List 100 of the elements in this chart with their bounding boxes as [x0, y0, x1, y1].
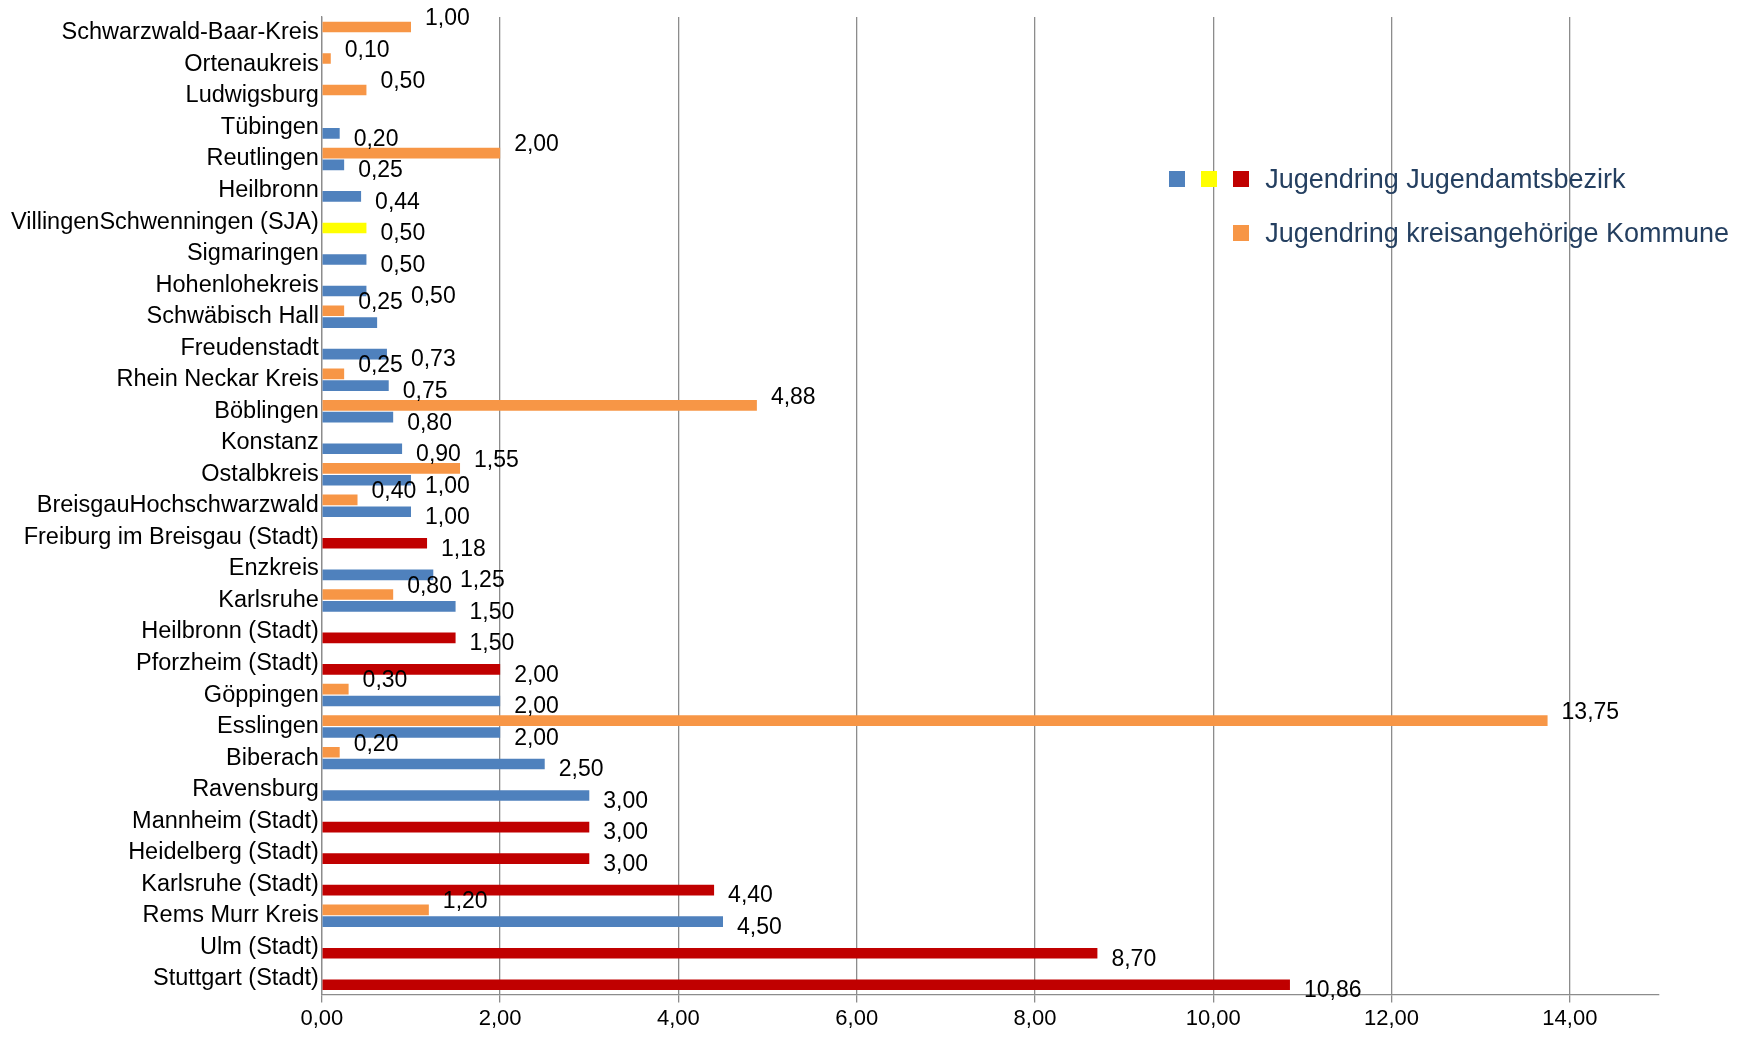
data-label: 0,80	[407, 408, 452, 435]
data-label: 0,20	[353, 729, 399, 756]
bar	[322, 632, 456, 644]
bar	[322, 84, 367, 96]
bar	[322, 601, 456, 612]
bar	[322, 53, 331, 64]
data-label: 2,00	[514, 660, 559, 687]
bar	[322, 683, 349, 695]
bar	[322, 821, 590, 833]
data-label: 1,20	[442, 887, 488, 914]
legend-label: Jugendring kreisangehörige Kommune	[1265, 217, 1729, 249]
bar	[322, 790, 590, 801]
bar	[322, 147, 501, 159]
y-tick-label: Stuttgart (Stadt)	[152, 964, 319, 991]
x-tick-label: 6,00	[835, 1004, 879, 1030]
bar	[322, 463, 461, 474]
data-label: 3,00	[603, 818, 649, 845]
y-tick-label: Rhein Neckar Kreis	[116, 365, 319, 392]
data-label: 0,40	[371, 477, 417, 504]
y-tick-label: Enzkreis	[228, 554, 319, 581]
bar	[322, 916, 724, 927]
y-tick-label: VillingenSchwenningen (SJA)	[10, 207, 319, 234]
y-tick-label: Ortenaukreis	[184, 49, 319, 76]
data-label: 1,00	[425, 503, 470, 530]
data-label: 1,18	[441, 534, 486, 561]
data-label: 13,75	[1561, 698, 1620, 725]
data-label: 0,25	[358, 288, 403, 315]
data-label: 1,55	[474, 445, 519, 472]
data-label: 4,88	[770, 382, 816, 409]
data-label: 0,25	[358, 351, 403, 378]
bar	[322, 128, 340, 139]
y-tick-label: Ravensburg	[192, 775, 319, 802]
y-tick-label: Heidelberg (Stadt)	[128, 838, 319, 865]
bar	[322, 191, 362, 202]
bar	[322, 715, 1548, 726]
data-label: 2,00	[514, 723, 559, 750]
x-tick-label: 4,00	[657, 1004, 700, 1030]
bar	[322, 494, 358, 506]
data-label: 2,00	[514, 130, 559, 157]
data-label: 1,50	[469, 629, 515, 656]
y-tick-label: Heilbronn	[218, 176, 319, 203]
data-label: 2,00	[514, 692, 559, 719]
data-label: 1,25	[459, 566, 505, 593]
x-tick-label: 14,00	[1542, 1004, 1598, 1030]
data-label: 0,50	[380, 250, 426, 277]
bar	[322, 904, 429, 916]
data-label: 0,50	[410, 282, 456, 309]
bar	[322, 589, 394, 600]
bar	[322, 159, 345, 171]
x-tick-label: 12,00	[1364, 1004, 1420, 1030]
y-tick-label: Böblingen	[214, 396, 319, 423]
data-label: 0,50	[380, 219, 426, 246]
y-tick-label: Karlsruhe (Stadt)	[141, 869, 319, 896]
y-tick-label: Ludwigsburg	[185, 81, 319, 108]
data-label: 0,73	[410, 345, 456, 372]
y-tick-label: Freiburg im Breisgau (Stadt)	[23, 522, 319, 549]
y-tick-label: Schwarzwald-Baar-Kreis	[61, 18, 319, 45]
bar	[322, 979, 1290, 991]
bar	[322, 254, 367, 265]
bar	[322, 305, 345, 317]
data-label: 0,10	[344, 35, 390, 62]
y-tick-label: Sigmaringen	[186, 239, 319, 266]
data-label: 8,70	[1111, 944, 1157, 971]
bar	[322, 317, 378, 328]
bar	[322, 853, 590, 864]
data-label: 0,50	[380, 67, 426, 94]
y-tick-label: Biberach	[226, 743, 319, 770]
x-tick-label: 8,00	[1013, 1004, 1057, 1030]
x-tick-label: 2,00	[478, 1004, 522, 1030]
y-tick-label: Heilbronn (Stadt)	[141, 617, 319, 644]
y-tick-label: Ostalbkreis	[201, 459, 319, 486]
y-tick-label: Hohenlohekreis	[155, 270, 319, 297]
data-label: 1,50	[469, 597, 515, 624]
data-label: 2,50	[558, 755, 604, 782]
bar	[322, 695, 501, 707]
data-label: 0,44	[375, 187, 421, 214]
y-tick-label: Reutlingen	[206, 144, 319, 171]
data-label: 0,80	[407, 571, 452, 598]
data-label: 3,00	[603, 849, 649, 876]
y-tick-label: Göppingen	[203, 680, 319, 707]
bar	[322, 380, 389, 391]
y-tick-label: BreisgauHochschwarzwald	[36, 491, 319, 518]
data-label: 0,20	[353, 124, 399, 151]
bar	[322, 537, 428, 549]
data-label: 4,40	[728, 881, 773, 908]
data-label: 1,00	[425, 471, 470, 498]
y-tick-label: Ulm (Stadt)	[200, 932, 319, 959]
data-label: 0,75	[402, 376, 448, 403]
y-tick-label: Freudenstadt	[180, 333, 320, 360]
data-label: 4,50	[737, 913, 782, 940]
bar	[322, 443, 403, 455]
x-tick-label: 0,00	[300, 1004, 344, 1030]
y-tick-label: Schwäbisch Hall	[146, 302, 319, 329]
y-tick-label: Tübingen	[220, 112, 319, 139]
x-tick-label: 10,00	[1185, 1004, 1241, 1030]
bar	[322, 411, 394, 423]
bar	[322, 506, 412, 518]
data-label: 3,00	[603, 786, 649, 813]
bar	[322, 21, 412, 33]
y-tick-label: Rems Murr Kreis	[142, 901, 319, 928]
